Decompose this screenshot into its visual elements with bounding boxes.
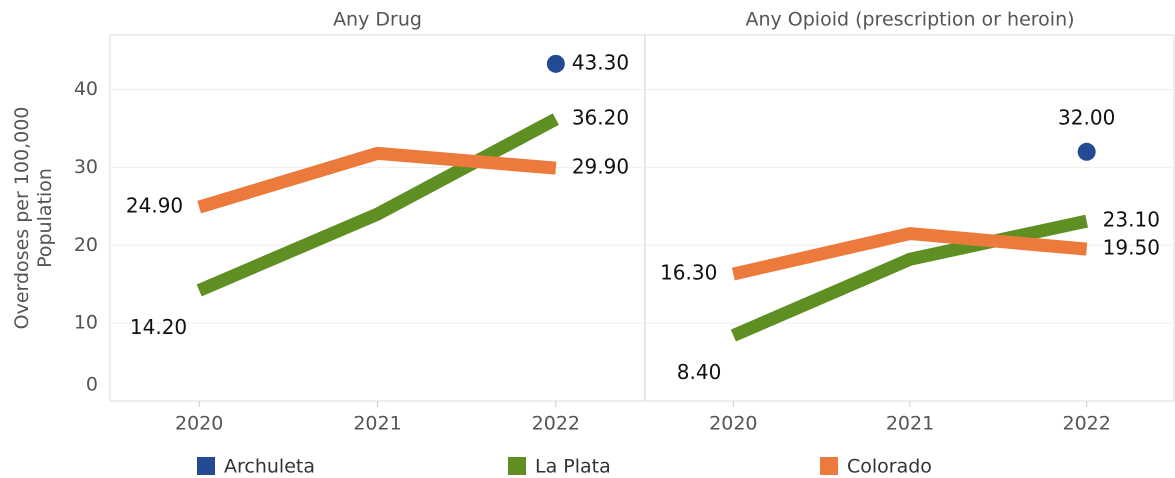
series-point	[1077, 142, 1096, 161]
data-label: 43.30	[572, 50, 629, 74]
y-tick-label: 20	[74, 234, 98, 256]
series-line	[731, 227, 1088, 281]
legend-label: Colorado	[847, 456, 932, 478]
legend-swatch	[820, 457, 838, 475]
data-label: 36.20	[572, 106, 629, 130]
y-axis-label: Overdoses per 100,000Population	[11, 107, 56, 330]
x-tick-label: 2021	[886, 413, 934, 435]
y-tick-label: 30	[74, 156, 98, 178]
x-tick-label: 2020	[709, 413, 757, 435]
series-line	[196, 113, 559, 297]
y-tick-label: 0	[86, 374, 98, 396]
legend-label: La Plata	[535, 456, 611, 478]
legend-swatch	[197, 457, 215, 475]
legend-label: Archuleta	[224, 456, 315, 478]
data-label: 29.90	[572, 155, 629, 179]
series-line	[197, 146, 557, 214]
series-point	[546, 54, 565, 73]
x-tick-label: 2022	[1062, 413, 1110, 435]
data-label: 8.40	[677, 360, 722, 384]
y-axis-label-text: Overdoses per 100,000Population	[11, 107, 56, 330]
x-tick-label: 2022	[532, 413, 580, 435]
series-line	[730, 214, 1089, 342]
y-tick-label: 10	[74, 312, 98, 334]
x-tick-label: 2021	[353, 413, 401, 435]
x-tick-label: 2020	[175, 413, 223, 435]
legend-swatch	[508, 457, 526, 475]
data-label: 24.90	[126, 194, 183, 218]
data-label: 32.00	[1058, 105, 1115, 129]
data-label: 14.20	[130, 315, 187, 339]
plot-frame	[109, 34, 1175, 402]
data-label: 19.50	[1103, 236, 1160, 260]
panel-title: Any Opioid (prescription or heroin)	[745, 9, 1074, 31]
y-tick-label: 40	[74, 78, 98, 100]
data-label: 16.30	[660, 261, 717, 285]
data-label: 23.10	[1103, 208, 1160, 232]
panel-title: Any Drug	[333, 9, 422, 31]
